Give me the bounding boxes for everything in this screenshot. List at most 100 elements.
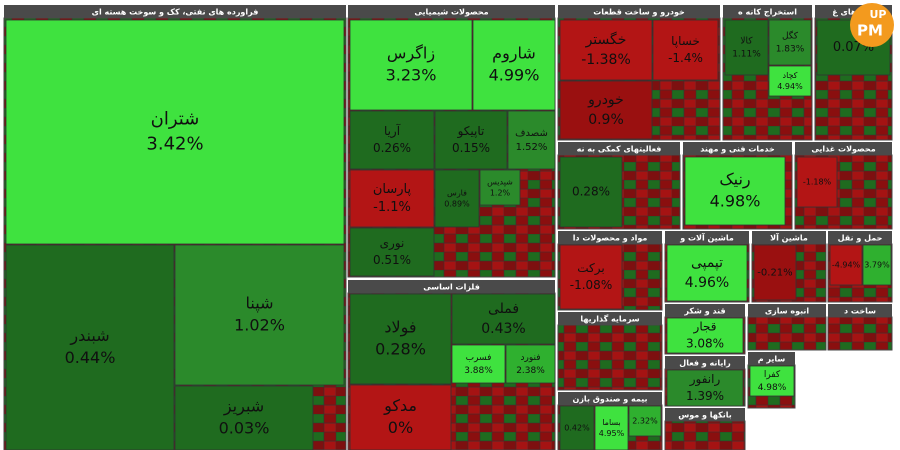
stock-tile[interactable] (628, 405, 662, 437)
stock-change: 2.38% (516, 366, 545, 376)
stock-tile[interactable] (749, 365, 795, 397)
stock-name: شصدف (515, 128, 548, 139)
stock-tile[interactable] (559, 244, 623, 310)
stock-name: شپنا (246, 293, 274, 313)
stock-tile[interactable] (768, 65, 812, 97)
stock-tile[interactable] (349, 227, 435, 277)
stock-tile[interactable] (829, 244, 863, 286)
stock-tile[interactable] (862, 244, 892, 286)
stock-name: بساما (602, 418, 621, 427)
stock-tile[interactable] (5, 19, 345, 245)
sector-title: ماشین آلات و (679, 233, 734, 243)
stock-name: پارسان (373, 182, 412, 197)
stock-tile[interactable] (451, 344, 506, 384)
stock-change: 0.43% (481, 321, 525, 337)
sector-title: خدمات فنی و مهند (700, 145, 775, 154)
stock-change: -0.21% (757, 268, 792, 279)
stock-change: 3.42% (146, 134, 203, 155)
sector-title: رایانه و فعال (679, 359, 731, 368)
sector-header (795, 142, 892, 155)
sector-header (558, 142, 680, 155)
stock-change: 1.83% (776, 44, 805, 54)
stock-tile[interactable] (472, 19, 556, 111)
sector-title: ساخت د (844, 307, 876, 316)
stock-tile[interactable] (451, 293, 556, 345)
stock-change: 0.15% (452, 141, 490, 155)
stock-change: 0.44% (65, 348, 116, 367)
sector-title: فراورده های نفتی، کک و سوخت هسته ای (92, 8, 259, 17)
sector-header (558, 5, 720, 18)
stock-change: 4.98% (710, 192, 761, 211)
watermark-badge (850, 3, 894, 47)
stock-tile[interactable] (559, 405, 595, 450)
sector-header (752, 231, 826, 244)
stock-change: 1.02% (234, 316, 285, 335)
stock-name: کچاد (783, 71, 798, 80)
sector-title: حمل و نقل (838, 234, 883, 243)
stock-tile[interactable] (559, 80, 653, 140)
stock-name: خگستر (585, 31, 627, 48)
sector-header (683, 142, 792, 155)
stock-tile[interactable] (434, 169, 480, 228)
stock-tile[interactable] (434, 110, 508, 170)
stock-tile[interactable] (349, 293, 452, 385)
stock-name: قجار (693, 320, 717, 335)
stock-change: -1.4% (668, 51, 703, 65)
stock-tile[interactable] (594, 405, 629, 450)
stock-change: 0.51% (373, 253, 411, 267)
sector-title: بانکها و موس (678, 411, 732, 421)
sector-header (828, 231, 892, 244)
stock-tile[interactable] (753, 244, 797, 301)
stock-tile[interactable] (666, 244, 748, 302)
stock-name: کفرا (764, 370, 781, 380)
stock-tile[interactable] (349, 19, 473, 111)
stock-tile[interactable] (559, 156, 623, 228)
stock-tile[interactable] (5, 244, 175, 450)
stock-tile[interactable] (796, 156, 838, 208)
stock-tile[interactable] (479, 169, 521, 206)
stock-change: 3.79% (864, 261, 890, 270)
stock-change: 4.99% (489, 66, 540, 85)
stock-name: شتران (151, 108, 200, 129)
stock-tile[interactable] (666, 369, 744, 407)
sector-header (665, 408, 745, 421)
sector-title: خودرو و ساخت قطعات (593, 8, 685, 17)
stock-change: 0.03% (219, 419, 270, 438)
watermark-top: UP (870, 8, 887, 21)
sector-title: مواد و محصولات دا (573, 234, 648, 243)
stock-tile[interactable] (507, 110, 556, 170)
stock-change: 1.11% (732, 49, 761, 59)
stock-tile[interactable] (559, 19, 653, 81)
stock-tile[interactable] (505, 344, 556, 384)
sector-header (558, 312, 662, 325)
stock-tile[interactable] (652, 19, 719, 81)
stock-change: 1.52% (516, 142, 548, 153)
sector-title: انبوه سازی (765, 307, 810, 316)
stock-name: فسرب (466, 353, 492, 363)
stock-tile[interactable] (174, 244, 345, 386)
sector-header (723, 5, 812, 18)
stock-name: رانفور (689, 372, 721, 387)
stock-name: شبندر (69, 326, 109, 346)
stock-name: تپمپی (691, 255, 723, 271)
stock-tile[interactable] (666, 317, 744, 354)
stock-tile[interactable] (349, 169, 435, 228)
sector-body (747, 316, 827, 351)
sector-title: قند و شکر (683, 307, 725, 316)
sector-header (665, 304, 745, 317)
stock-tile[interactable] (768, 19, 812, 66)
sector-header (348, 5, 555, 18)
stock-change: -4.94% (832, 261, 861, 270)
watermark-bottom: PM (857, 22, 883, 40)
stock-tile[interactable] (349, 384, 452, 450)
sector-header (665, 356, 745, 369)
stock-tile[interactable] (684, 156, 786, 226)
stock-name: رنیک (719, 169, 750, 189)
stock-change: -1.08% (570, 278, 612, 292)
stock-tile[interactable] (349, 110, 435, 170)
stock-tile[interactable] (174, 385, 314, 450)
stock-tile[interactable] (724, 19, 769, 76)
stock-name: مدکو (383, 396, 417, 416)
stock-name: فارس (447, 188, 467, 197)
